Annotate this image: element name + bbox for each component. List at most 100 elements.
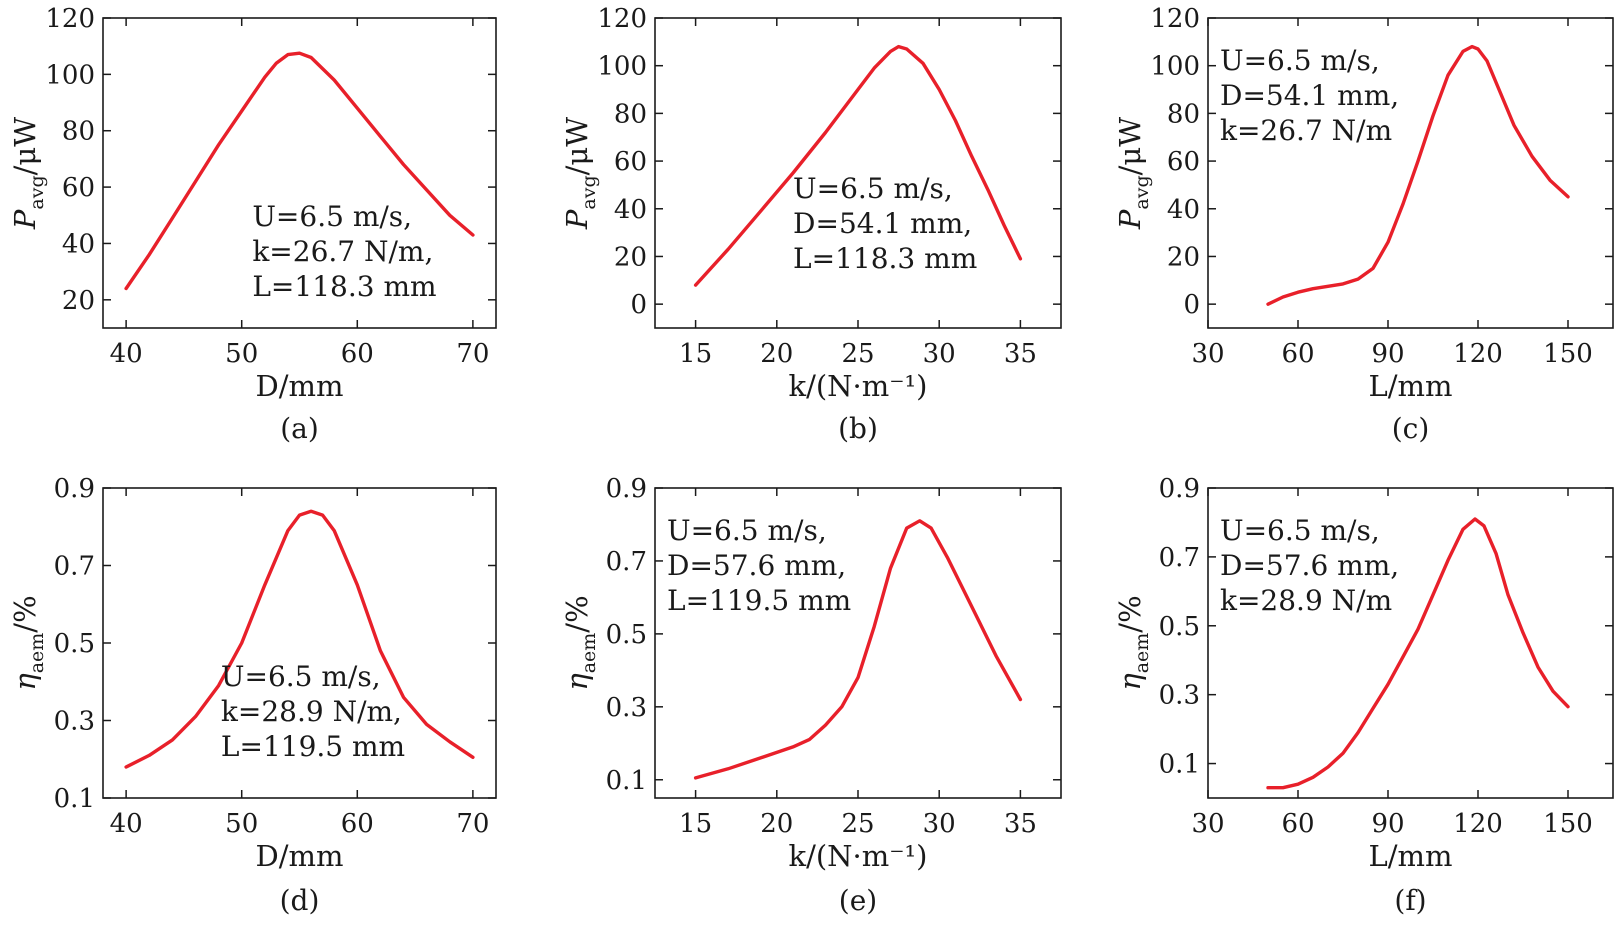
panel-e: 15 20 25 30 35 0.1 0.3 0.5 0.7 0.9 k/(N·m⁻¹) ηaem/%…	[560, 474, 1062, 917]
y-tick-label: 100	[1150, 52, 1200, 82]
y-axis-symbol: η	[1113, 673, 1147, 691]
y-tick-label: 0.9	[54, 474, 95, 504]
series-line	[1266, 44, 1570, 306]
x-tick-label: 30	[1191, 809, 1224, 839]
x-tick-label: 20	[760, 339, 793, 369]
y-axis-subscript: aem	[1131, 633, 1153, 674]
y-tick-label: 0.9	[1159, 474, 1200, 504]
y-axis-unit: /μW	[1113, 117, 1147, 176]
y-axis-subscript: aem	[578, 633, 600, 674]
panel-f: 30 60 90 120 150 0.1 0.3 0.5 0.7 0.9 L/mm ηaem/% U=6…	[1113, 474, 1614, 917]
annotation-line: U=6.5 m/s,	[252, 200, 412, 233]
annotation-line: D=54.1 mm,	[1220, 79, 1399, 112]
y-tick-label: 80	[1167, 99, 1200, 129]
y-tick-label: 0.7	[1159, 543, 1200, 573]
panel-caption: (f)	[1394, 884, 1426, 917]
y-tick-label: 0.7	[606, 547, 647, 577]
y-axis-symbol: η	[560, 673, 594, 691]
series-line	[693, 44, 1023, 287]
y-tick-label: 40	[62, 229, 95, 259]
x-tick-label: 30	[923, 339, 956, 369]
y-tick-label: 0.5	[606, 620, 647, 650]
y-axis-label: ηaem/%	[560, 595, 600, 690]
x-tick-label: 150	[1543, 339, 1593, 369]
y-tick-label: 120	[597, 4, 647, 34]
y-axis-subscript: avg	[578, 175, 600, 209]
series-line	[124, 51, 475, 291]
y-tick-label: 0.3	[606, 693, 647, 723]
x-tick-label: 60	[1281, 809, 1314, 839]
x-tick-label: 90	[1371, 339, 1404, 369]
annotation-line: L=119.5 mm	[221, 730, 405, 763]
x-tick-label: 40	[110, 809, 143, 839]
y-axis-symbol: P	[560, 209, 594, 230]
y-tick-label: 60	[1167, 147, 1200, 177]
y-tick-label: 0.5	[1159, 612, 1200, 642]
y-tick-label: 80	[62, 117, 95, 147]
y-axis-unit: /%	[1113, 595, 1147, 632]
y-axis-label: Pavg/μW	[560, 117, 600, 230]
y-axis-label: Pavg/μW	[8, 117, 48, 230]
x-tick-label: 15	[679, 809, 712, 839]
y-tick-label: 100	[597, 52, 647, 82]
x-tick-label: 15	[679, 339, 712, 369]
annotation-line: k=28.9 N/m,	[221, 695, 402, 728]
x-tick-label: 150	[1543, 809, 1593, 839]
x-tick-label: 90	[1371, 809, 1404, 839]
x-tick-label: 120	[1453, 339, 1503, 369]
y-tick-label: 60	[62, 173, 95, 203]
panel-caption: (b)	[838, 412, 878, 445]
annotation-line: U=6.5 m/s,	[1220, 514, 1380, 547]
x-tick-label: 20	[760, 809, 793, 839]
plot-frame	[1207, 487, 1614, 799]
y-tick-label: 100	[45, 60, 95, 90]
panel-c: 30 60 90 120 150020406080100120L/mmPavg/μWU=…	[1113, 4, 1614, 445]
y-axis-unit: /μW	[560, 117, 594, 176]
y-axis-symbol: η	[8, 673, 42, 691]
x-axis-label: D/mm	[255, 369, 343, 403]
y-tick-label: 40	[614, 195, 647, 225]
x-axis-label: D/mm	[255, 839, 343, 873]
y-axis-subscript: aem	[26, 633, 48, 674]
x-tick-label: 70	[456, 809, 489, 839]
series-line	[1266, 517, 1570, 790]
y-tick-label: 0.3	[54, 707, 95, 737]
series-line	[693, 519, 1023, 780]
x-axis-label: L/mm	[1368, 839, 1452, 873]
y-tick-label: 0.5	[54, 629, 95, 659]
x-axis-label: k/(N·m⁻¹)	[789, 369, 928, 403]
x-tick-label: 35	[1004, 339, 1037, 369]
y-tick-label: 40	[1167, 195, 1200, 225]
y-tick-label: 80	[614, 99, 647, 129]
annotation-line: U=6.5 m/s,	[667, 514, 827, 547]
y-axis-subscript: avg	[1131, 175, 1153, 209]
y-tick-label: 120	[45, 4, 95, 34]
annotation-line: k=28.9 N/m	[1220, 584, 1392, 617]
y-tick-label: 0.1	[606, 766, 647, 796]
y-tick-label: 0.7	[54, 552, 95, 582]
x-tick-label: 60	[341, 339, 374, 369]
y-tick-label: 120	[1150, 4, 1200, 34]
y-axis-unit: /μW	[8, 117, 42, 176]
panel-d: 40 50 60 70 0.1 0.3 0.5 0.7 0.9 D/mm ηaem/% U=6.5 m…	[8, 474, 497, 917]
x-tick-label: 60	[341, 809, 374, 839]
panel-caption: (a)	[280, 412, 319, 445]
annotation-line: D=57.6 mm,	[1220, 549, 1399, 582]
annotation-line: k=26.7 N/m,	[252, 235, 433, 268]
x-axis-label: L/mm	[1368, 369, 1452, 403]
y-axis-label: ηaem/%	[1113, 595, 1153, 690]
x-tick-label: 70	[456, 339, 489, 369]
y-axis-symbol: P	[1113, 209, 1147, 230]
x-tick-label: 25	[841, 809, 874, 839]
panel-b: 15 20 25 30 35 0 20 40 60 80 100 120 k/(N·m⁻¹) Pavg/μ…	[560, 4, 1062, 445]
annotation-line: U=6.5 m/s,	[1220, 44, 1380, 77]
annotation-line: L=119.5 mm	[667, 584, 851, 617]
y-axis-label: ηaem/%	[8, 595, 48, 690]
y-tick-label: 20	[614, 242, 647, 272]
y-axis-label: Pavg/μW	[1113, 117, 1153, 230]
x-tick-label: 30	[923, 809, 956, 839]
annotation-line: U=6.5 m/s,	[221, 660, 381, 693]
annotation-line: L=118.3 mm	[252, 270, 436, 303]
y-tick-label: 60	[614, 147, 647, 177]
